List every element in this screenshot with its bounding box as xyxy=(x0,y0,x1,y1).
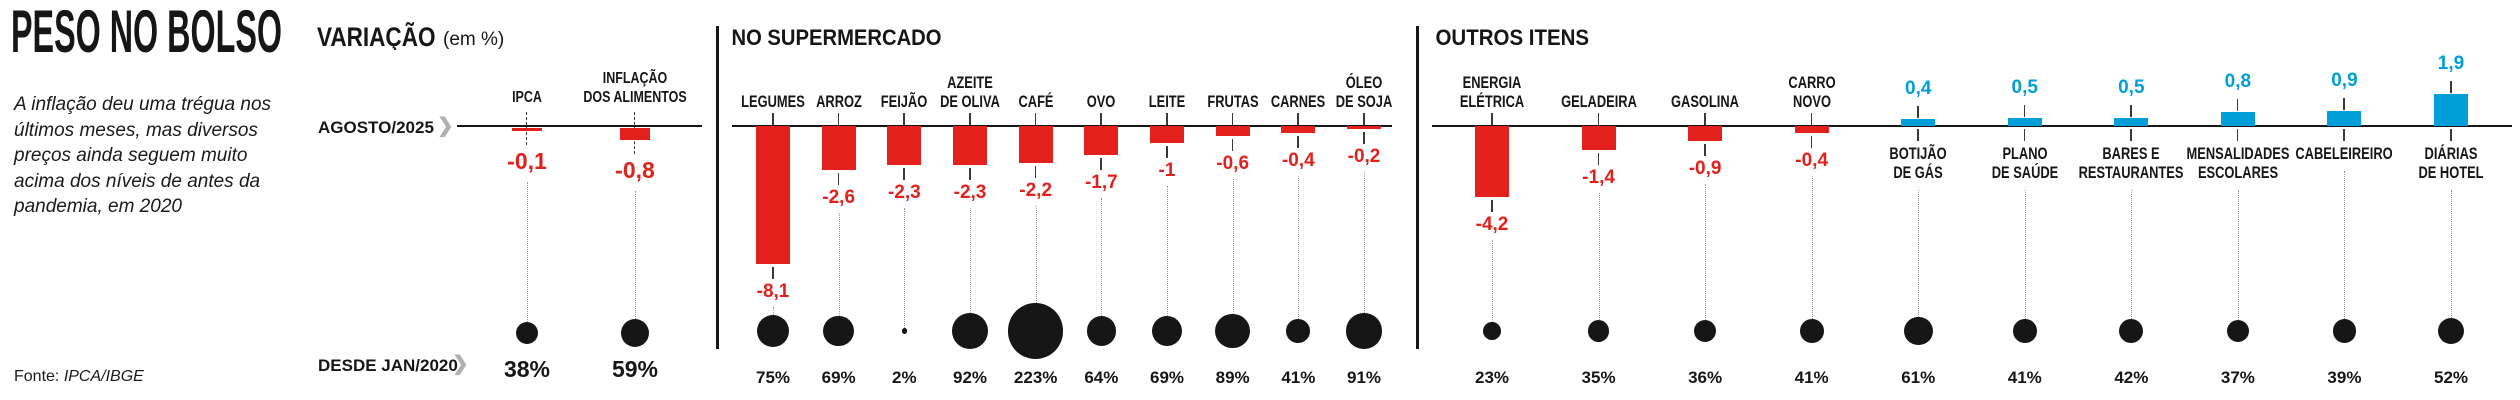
svg-text:OUTROS ITENS: OUTROS ITENS xyxy=(1436,25,1590,50)
